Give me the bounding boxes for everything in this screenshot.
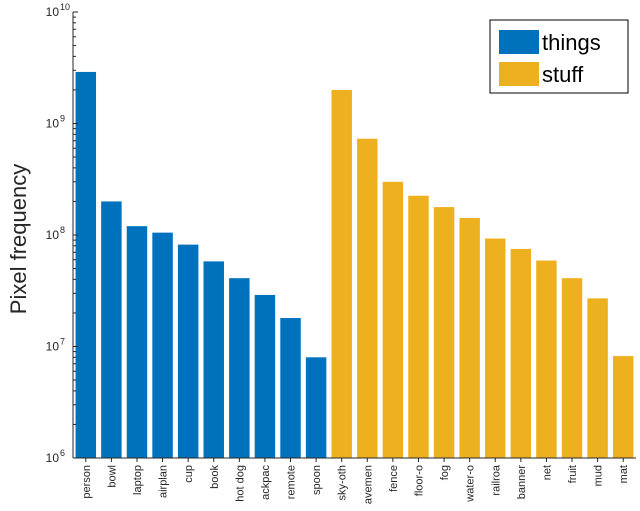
x-tick-label: person bbox=[81, 465, 93, 499]
x-tick-label: fence bbox=[388, 465, 400, 492]
bar bbox=[536, 260, 557, 458]
x-tick-label: laptop bbox=[132, 465, 144, 495]
x-tick-label: net bbox=[541, 465, 553, 480]
legend-items: things stuff bbox=[499, 30, 601, 87]
x-tick-labels: person bowl laptop airplan cup book hot dog ack… bbox=[81, 458, 630, 504]
bar bbox=[152, 232, 173, 458]
bar bbox=[229, 278, 250, 458]
legend: things stuff bbox=[489, 19, 629, 94]
x-tick-label: airplan bbox=[158, 465, 170, 498]
y-tick-exponent: 9 bbox=[60, 114, 65, 124]
bar bbox=[101, 201, 122, 458]
bar bbox=[433, 207, 455, 458]
bar bbox=[612, 356, 634, 458]
x-tick-label: sky-oth bbox=[337, 465, 349, 500]
y-tick-label: 10 bbox=[46, 117, 60, 131]
x-tick-label: cup bbox=[183, 465, 195, 483]
x-tick-label: avemen bbox=[362, 465, 374, 504]
x-tick-label: banner bbox=[516, 465, 528, 500]
bar bbox=[459, 218, 480, 458]
x-tick-label: floor-o bbox=[413, 465, 425, 496]
bar bbox=[126, 226, 148, 458]
x-tick-label: bowl bbox=[106, 465, 118, 488]
x-tick-label: railroa bbox=[490, 464, 502, 495]
bar bbox=[587, 298, 608, 458]
x-tick-label: fruit bbox=[567, 465, 579, 483]
legend-swatch bbox=[499, 30, 539, 54]
y-tick-label: 10 bbox=[46, 5, 60, 19]
bar bbox=[280, 318, 301, 458]
bar bbox=[510, 248, 532, 458]
x-tick-label: mat bbox=[618, 465, 630, 483]
bar bbox=[382, 181, 404, 459]
x-tick-label: ackpac bbox=[260, 465, 272, 500]
x-tick-label: fog bbox=[439, 465, 451, 480]
y-tick-exponent: 10 bbox=[60, 2, 70, 12]
bar bbox=[203, 261, 224, 458]
x-tick-label: spoon bbox=[311, 465, 323, 495]
x-tick-label: hot dog bbox=[234, 465, 246, 502]
y-axis-label: Pixel frequency bbox=[6, 164, 31, 314]
legend-label: stuff bbox=[542, 62, 584, 87]
bar bbox=[75, 71, 97, 458]
x-tick-label: mud bbox=[593, 465, 605, 486]
bar bbox=[305, 357, 327, 458]
bar bbox=[177, 244, 199, 458]
y-tick-label: 10 bbox=[46, 340, 60, 354]
x-tick-label: book bbox=[209, 465, 221, 489]
bar bbox=[357, 138, 378, 458]
x-tick-label: remote bbox=[286, 465, 298, 499]
bar bbox=[408, 195, 429, 459]
legend-label: things bbox=[542, 30, 601, 55]
y-tick-label: 10 bbox=[46, 451, 60, 465]
legend-swatch bbox=[499, 62, 539, 86]
y-tick-label: 10 bbox=[46, 228, 60, 242]
bar bbox=[485, 238, 506, 458]
bar bbox=[561, 278, 583, 458]
y-tick-exponent: 7 bbox=[60, 337, 65, 347]
bars-layer bbox=[75, 71, 634, 459]
bar bbox=[254, 294, 276, 458]
bar bbox=[331, 89, 352, 459]
x-tick-label: water-o bbox=[465, 465, 477, 503]
y-tick-exponent: 8 bbox=[60, 225, 65, 235]
y-tick-exponent: 6 bbox=[60, 448, 65, 458]
